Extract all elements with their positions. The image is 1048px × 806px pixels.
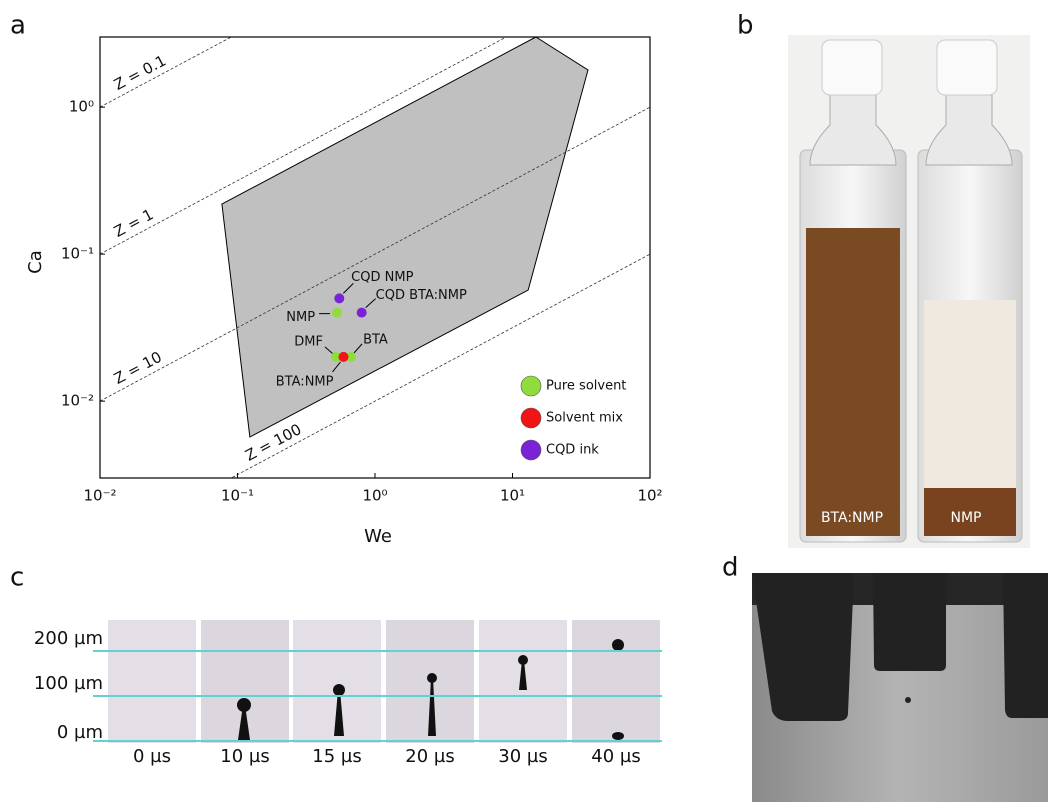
jet [428, 678, 436, 736]
x-axis-label: We [364, 526, 392, 547]
x-tick-label: 10¹ [500, 487, 525, 505]
y-axis-label: Ca [25, 250, 46, 274]
legend-marker [520, 407, 542, 429]
point [330, 351, 341, 362]
x-tick-label: 10⁻² [83, 487, 116, 505]
jet-head [237, 698, 251, 712]
point [338, 351, 349, 362]
z-label: Z = 10 [111, 348, 165, 388]
point-label: NMP [286, 310, 315, 325]
point [346, 351, 357, 362]
point [356, 307, 367, 318]
x-tick-label: 10⁻¹ [221, 487, 254, 505]
legend-label: Pure solvent [546, 379, 626, 394]
point [332, 307, 343, 318]
legend-label: CQD ink [546, 443, 599, 458]
label-leader [342, 283, 354, 294]
label-leader [353, 343, 363, 354]
legend-marker [520, 375, 542, 397]
time-label: 0 µs [133, 746, 171, 767]
point-label: BTA:NMP [276, 374, 334, 389]
z-lines [100, 37, 650, 478]
point-label: BTA [363, 332, 388, 347]
jet-head [333, 684, 345, 696]
time-label: 40 µs [591, 746, 640, 767]
z-line [100, 37, 508, 255]
label-leader [332, 361, 341, 373]
scale-label: 200 µm [34, 628, 103, 649]
x-tick-label: 10² [637, 487, 662, 505]
droplet [612, 639, 624, 651]
frame [108, 620, 196, 743]
bottle-photo [788, 35, 1030, 548]
bottle-label: NMP [951, 510, 982, 526]
panel-label: b [737, 11, 754, 41]
point-label: DMF [294, 334, 323, 349]
z-line [100, 106, 650, 402]
y-tick-label: 10⁻² [61, 392, 94, 410]
y-tick-label: 10⁰ [69, 98, 94, 116]
label-leader [365, 298, 377, 309]
x-tick-label: 10⁰ [362, 487, 387, 505]
frame [572, 620, 660, 743]
region [221, 37, 589, 438]
jet [334, 690, 344, 736]
panel-label: d [722, 553, 739, 583]
nozzle-image [752, 573, 1048, 802]
legend-marker [520, 439, 542, 461]
jet-head [518, 655, 528, 665]
time-label: 10 µs [220, 746, 269, 767]
time-label: 15 µs [312, 746, 361, 767]
z-line [230, 253, 650, 478]
y-tick-label: 10⁻¹ [61, 245, 94, 263]
panel-label: c [10, 563, 24, 593]
scale-label: 0 µm [57, 722, 103, 743]
point-label: CQD NMP [351, 270, 413, 285]
plot-frame [99, 36, 651, 479]
legend-label: Solvent mix [546, 411, 623, 426]
time-label: 20 µs [405, 746, 454, 767]
jet [238, 705, 250, 740]
droplet [612, 732, 624, 740]
point [334, 293, 345, 304]
jet-head [427, 673, 437, 683]
jet [519, 660, 527, 690]
panel-label: a [10, 11, 26, 41]
z-label: Z = 0.1 [111, 52, 169, 94]
label-leader [324, 346, 334, 355]
scale-label: 100 µm [34, 673, 103, 694]
z-label: Z = 1 [111, 205, 156, 241]
point-label: CQD BTA:NMP [376, 288, 467, 303]
time-label: 30 µs [498, 746, 547, 767]
droplet-sequence: 0 µs 10 µs 15 µs 20 µs 30 µs 40 µs 200 µm 100 µ… [34, 620, 662, 767]
bottle-label: BTA:NMP [821, 510, 883, 526]
